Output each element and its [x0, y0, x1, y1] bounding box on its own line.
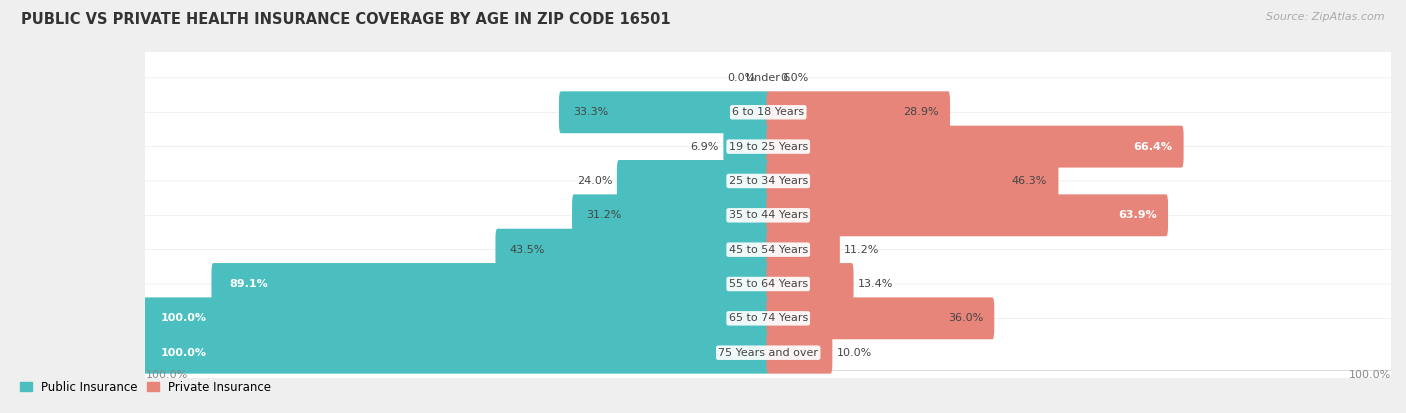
FancyBboxPatch shape	[766, 297, 994, 339]
FancyBboxPatch shape	[766, 263, 853, 305]
Text: 25 to 34 Years: 25 to 34 Years	[728, 176, 808, 186]
Text: 6 to 18 Years: 6 to 18 Years	[733, 107, 804, 117]
FancyBboxPatch shape	[617, 160, 770, 202]
FancyBboxPatch shape	[766, 126, 1184, 168]
FancyBboxPatch shape	[766, 229, 839, 271]
Text: 35 to 44 Years: 35 to 44 Years	[728, 210, 808, 220]
FancyBboxPatch shape	[142, 112, 1395, 181]
Text: 63.9%: 63.9%	[1118, 210, 1157, 220]
FancyBboxPatch shape	[142, 215, 1395, 284]
FancyBboxPatch shape	[142, 284, 1395, 353]
FancyBboxPatch shape	[766, 195, 1168, 236]
FancyBboxPatch shape	[142, 44, 1395, 112]
FancyBboxPatch shape	[766, 160, 1059, 202]
Text: 28.9%: 28.9%	[903, 107, 939, 117]
FancyBboxPatch shape	[495, 229, 770, 271]
Text: 0.0%: 0.0%	[780, 73, 808, 83]
Text: 89.1%: 89.1%	[229, 279, 267, 289]
Text: 33.3%: 33.3%	[574, 107, 609, 117]
FancyBboxPatch shape	[142, 78, 1395, 147]
FancyBboxPatch shape	[142, 318, 1395, 387]
Text: 43.5%: 43.5%	[510, 244, 546, 255]
FancyBboxPatch shape	[766, 91, 950, 133]
Legend: Public Insurance, Private Insurance: Public Insurance, Private Insurance	[15, 376, 276, 399]
Text: 55 to 64 Years: 55 to 64 Years	[728, 279, 808, 289]
Text: 13.4%: 13.4%	[858, 279, 893, 289]
Text: 31.2%: 31.2%	[586, 210, 621, 220]
Text: 10.0%: 10.0%	[837, 348, 872, 358]
Text: 75 Years and over: 75 Years and over	[718, 348, 818, 358]
Text: 100.0%: 100.0%	[162, 313, 207, 323]
FancyBboxPatch shape	[143, 297, 770, 339]
Text: 36.0%: 36.0%	[948, 313, 983, 323]
FancyBboxPatch shape	[766, 332, 832, 374]
Text: 66.4%: 66.4%	[1133, 142, 1173, 152]
Text: 0.0%: 0.0%	[727, 73, 756, 83]
Text: 100.0%: 100.0%	[1348, 370, 1391, 380]
Text: 6.9%: 6.9%	[690, 142, 718, 152]
Text: 24.0%: 24.0%	[576, 176, 613, 186]
Text: Source: ZipAtlas.com: Source: ZipAtlas.com	[1267, 12, 1385, 22]
Text: 45 to 54 Years: 45 to 54 Years	[728, 244, 808, 255]
FancyBboxPatch shape	[211, 263, 770, 305]
Text: 19 to 25 Years: 19 to 25 Years	[728, 142, 808, 152]
FancyBboxPatch shape	[572, 195, 770, 236]
Text: 46.3%: 46.3%	[1012, 176, 1047, 186]
Text: 100.0%: 100.0%	[162, 348, 207, 358]
FancyBboxPatch shape	[560, 91, 770, 133]
Text: 11.2%: 11.2%	[844, 244, 880, 255]
Text: PUBLIC VS PRIVATE HEALTH INSURANCE COVERAGE BY AGE IN ZIP CODE 16501: PUBLIC VS PRIVATE HEALTH INSURANCE COVER…	[21, 12, 671, 27]
Text: 65 to 74 Years: 65 to 74 Years	[728, 313, 808, 323]
FancyBboxPatch shape	[723, 126, 770, 168]
FancyBboxPatch shape	[142, 250, 1395, 318]
Text: 100.0%: 100.0%	[145, 370, 187, 380]
FancyBboxPatch shape	[142, 181, 1395, 250]
FancyBboxPatch shape	[142, 147, 1395, 215]
Text: Under 6: Under 6	[747, 73, 790, 83]
FancyBboxPatch shape	[143, 332, 770, 374]
